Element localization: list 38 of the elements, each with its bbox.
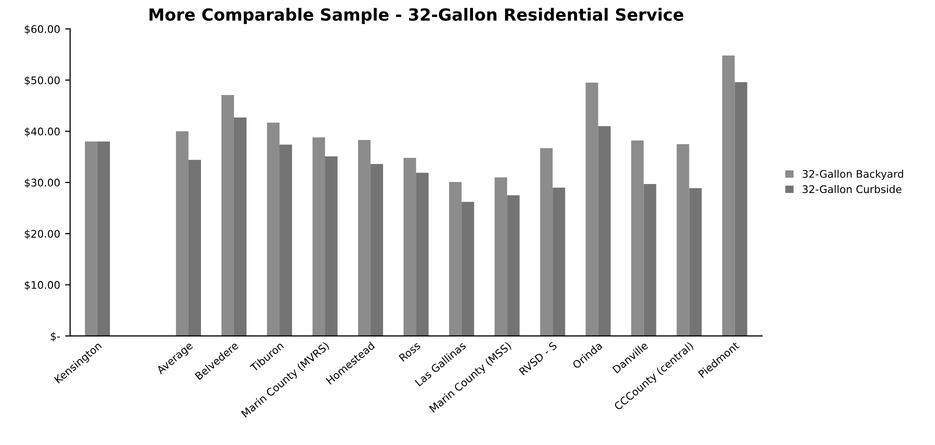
bar (280, 144, 292, 336)
bar (358, 140, 371, 336)
legend-label: 32-Gallon Backyard (802, 170, 904, 180)
bar (494, 177, 508, 336)
y-tick-label: $- (50, 332, 60, 342)
bar (598, 126, 611, 336)
y-tick-label: $50.00 (24, 76, 60, 86)
bar (449, 182, 462, 336)
y-tick-label: $60.00 (24, 24, 60, 34)
bar (416, 172, 429, 336)
bar (676, 144, 690, 336)
bar (370, 164, 384, 336)
bar (586, 82, 598, 336)
bar (462, 202, 474, 336)
bar (722, 56, 735, 336)
bar (234, 117, 247, 336)
bar (325, 156, 338, 336)
bar (267, 122, 280, 336)
legend-label: 32-Gallon Curbside (802, 185, 902, 194)
bar (84, 142, 98, 336)
bar (312, 137, 326, 336)
bar (188, 160, 201, 336)
bar (552, 188, 566, 336)
bar (507, 195, 520, 336)
y-tick-label: $40.00 (24, 127, 60, 137)
bar (644, 184, 656, 336)
bar (631, 140, 644, 336)
bar (221, 94, 234, 336)
y-tick-label: $30.00 (24, 178, 60, 188)
bar (97, 142, 110, 336)
y-tick-label: $10.00 (24, 280, 60, 290)
bar (404, 158, 416, 336)
bar (540, 148, 553, 336)
y-tick-label: $20.00 (24, 230, 60, 240)
bar (734, 82, 748, 336)
bar (176, 131, 188, 336)
bar (689, 188, 702, 336)
chart-title: More Comparable Sample - 32-Gallon Residential Service (150, 8, 684, 24)
